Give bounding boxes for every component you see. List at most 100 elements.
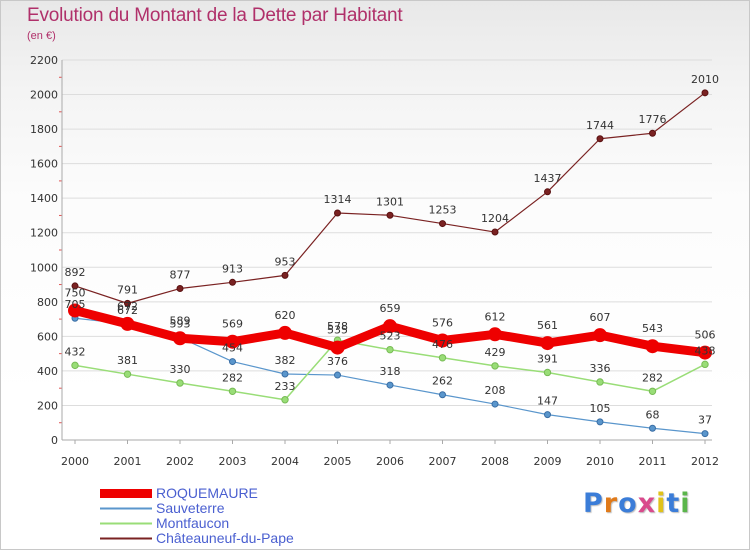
data-point-roquemaure-2002: [173, 331, 187, 346]
data-point-chateauneuf-2008: [491, 228, 499, 236]
data-label-montfaucon-2002: 330: [170, 363, 191, 376]
data-label-montfaucon-2003: 282: [222, 371, 243, 384]
data-label-sauveterre-2000: 705: [65, 298, 86, 311]
data-label-roquemaure-2003: 569: [222, 318, 243, 331]
data-label-chateauneuf-2011: 1776: [639, 113, 667, 126]
data-label-montfaucon-2001: 381: [117, 354, 138, 367]
y-tick-label-1200: 1200: [30, 227, 58, 240]
legend-swatch-roquemaure: [100, 489, 152, 498]
data-point-roquemaure-2001: [120, 316, 135, 331]
data-label-roquemaure-2008: 612: [485, 310, 506, 323]
data-point-chateauneuf-2005: [334, 209, 341, 217]
data-label-sauveterre-2006: 318: [380, 365, 401, 378]
y-tick-label-1000: 1000: [30, 261, 58, 274]
data-point-sauveterre-2012: [701, 430, 709, 438]
data-label-montfaucon-2005: 578: [327, 320, 348, 333]
y-tick-label-200: 200: [37, 399, 58, 412]
legend-label-montfaucon: Montfaucon: [156, 515, 230, 531]
data-label-sauveterre-2002: 593: [170, 318, 191, 331]
data-label-roquemaure-2005: 535: [327, 324, 348, 337]
logo-letter: t: [666, 488, 681, 519]
legend-swatch-sauveterre: [100, 507, 152, 510]
legend-label-roquemaure: ROQUEMAURE: [156, 485, 258, 501]
data-label-roquemaure-2004: 620: [275, 309, 296, 322]
data-label-sauveterre-2008: 208: [485, 384, 506, 397]
data-point-montfaucon-2002: [176, 379, 184, 387]
x-tick-label-2007: 2007: [429, 455, 457, 468]
data-label-montfaucon-2012: 438: [695, 344, 716, 357]
legend-item-roquemaure: ROQUEMAURE: [100, 486, 294, 501]
data-label-chateauneuf-2001: 791: [117, 283, 138, 296]
data-point-chateauneuf-2000: [71, 282, 79, 290]
data-label-sauveterre-2001: 672: [117, 304, 138, 317]
data-point-chateauneuf-2002: [176, 285, 184, 293]
data-label-roquemaure-2007: 576: [432, 317, 453, 330]
data-label-sauveterre-2012: 37: [698, 414, 712, 427]
legend-swatch-chateauneuf: [100, 537, 152, 540]
data-label-roquemaure-2012: 506: [695, 329, 716, 342]
data-point-roquemaure-2006: [383, 319, 397, 334]
data-point-chateauneuf-2007: [439, 220, 446, 228]
x-tick-label-2006: 2006: [376, 455, 404, 468]
data-point-sauveterre-2008: [491, 400, 499, 408]
data-label-roquemaure-2010: 607: [590, 311, 611, 324]
data-label-chateauneuf-2007: 1253: [429, 204, 457, 217]
data-label-chateauneuf-2002: 877: [170, 269, 191, 282]
y-tick-label-0: 0: [51, 434, 58, 447]
data-label-sauveterre-2011: 68: [646, 408, 660, 421]
data-label-roquemaure-2000: 750: [65, 286, 86, 299]
chart-title: Evolution du Montant de la Dette par Hab…: [27, 5, 403, 26]
data-point-roquemaure-2011: [645, 339, 660, 354]
x-tick-label-2001: 2001: [114, 455, 142, 468]
data-point-chateauneuf-2004: [281, 271, 289, 279]
data-point-roquemaure-2005: [330, 340, 345, 355]
data-label-roquemaure-2009: 561: [537, 319, 558, 332]
data-label-montfaucon-2010: 336: [590, 362, 611, 375]
legend-label-sauveterre: Sauveterre: [156, 500, 225, 516]
y-tick-label-1800: 1800: [30, 123, 58, 136]
data-label-roquemaure-2011: 543: [642, 322, 663, 335]
data-point-chateauneuf-2011: [649, 129, 656, 137]
x-tick-label-2004: 2004: [271, 455, 299, 468]
data-point-roquemaure-2009: [540, 336, 555, 351]
y-tick-label-1400: 1400: [30, 192, 58, 205]
legend-item-sauveterre: Sauveterre: [100, 501, 294, 516]
legend-swatch-montfaucon: [100, 522, 152, 525]
data-point-roquemaure-2010: [593, 328, 607, 343]
logo-letter: r: [603, 488, 619, 519]
data-label-roquemaure-2006: 659: [380, 302, 401, 315]
data-point-sauveterre-2005: [334, 371, 341, 379]
data-point-sauveterre-2006: [386, 381, 394, 389]
data-point-sauveterre-2009: [544, 411, 551, 419]
data-point-sauveterre-2004: [281, 370, 289, 378]
data-point-chateauneuf-2010: [596, 135, 604, 143]
data-point-montfaucon-2009: [543, 368, 552, 377]
legend-item-chateauneuf: Châteauneuf-du-Pape: [100, 531, 294, 546]
y-tick-label-600: 600: [37, 330, 58, 343]
data-point-roquemaure-2007: [435, 333, 450, 348]
x-tick-label-2003: 2003: [219, 455, 247, 468]
x-tick-label-2000: 2000: [61, 455, 89, 468]
data-label-montfaucon-2011: 282: [642, 371, 663, 384]
data-label-chateauneuf-2005: 1314: [324, 193, 352, 206]
proxiti-logo: Proxiti: [583, 488, 691, 519]
data-point-montfaucon-2004: [281, 396, 289, 404]
data-label-sauveterre-2009: 147: [537, 395, 558, 408]
data-label-montfaucon-2008: 429: [485, 346, 506, 359]
data-point-montfaucon-2006: [386, 345, 394, 354]
data-label-chateauneuf-2009: 1437: [534, 172, 562, 185]
data-point-montfaucon-2000: [71, 361, 79, 370]
x-tick-label-2005: 2005: [324, 455, 352, 468]
data-point-montfaucon-2012: [701, 360, 709, 369]
data-point-chateauneuf-2012: [701, 89, 709, 97]
data-label-chateauneuf-2006: 1301: [376, 195, 404, 208]
data-point-sauveterre-2007: [439, 391, 446, 399]
data-point-montfaucon-2003: [228, 387, 237, 395]
data-label-chateauneuf-2008: 1204: [481, 212, 509, 225]
y-tick-label-400: 400: [37, 365, 58, 378]
data-label-montfaucon-2009: 391: [537, 352, 558, 365]
data-label-montfaucon-2004: 233: [275, 380, 296, 393]
data-label-roquemaure-2002: 589: [170, 314, 191, 327]
data-label-sauveterre-2004: 382: [275, 354, 296, 367]
